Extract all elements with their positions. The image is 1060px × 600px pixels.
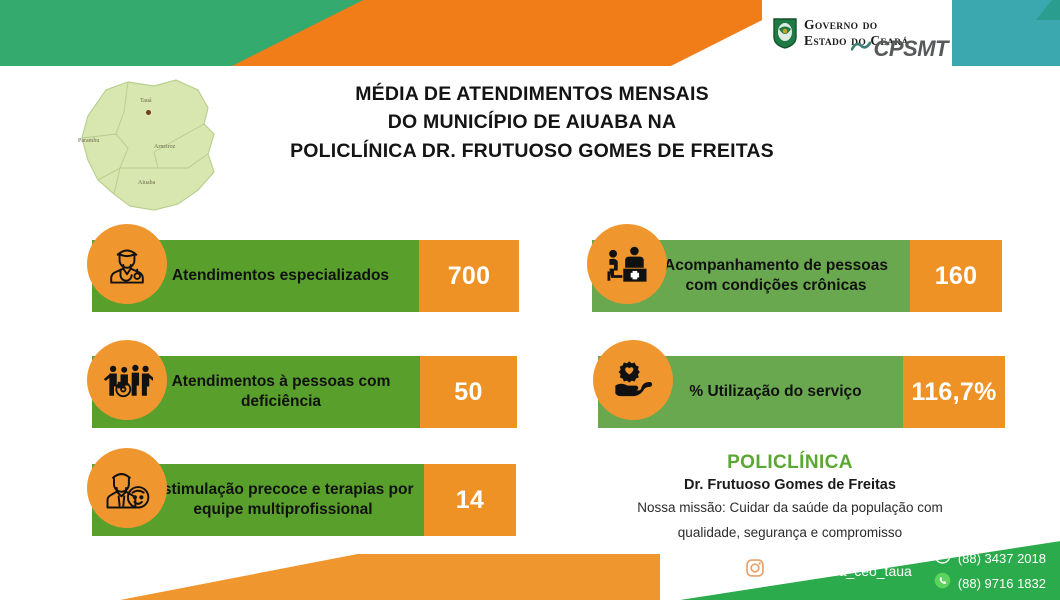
clinic-subtitle: Dr. Frutuoso Gomes de Freitas [684,477,896,493]
clinic-mission-line1: Nossa missão: Cuidar da saúde da populaç… [637,500,943,515]
hand-gear-heart-icon [593,340,673,420]
footer-contact: @policlinica_ceo_taua (88) 3437 2018 [745,547,1046,594]
stat-bar: Atendimentos especializados 700 [87,224,519,312]
map-shape-icon [81,79,215,211]
page-title-line2: DO MUNICÍPIO DE AIUABA NA [387,111,677,134]
stat-label: Estimulação precoce e terapias por equip… [92,464,424,536]
chronic-care-icon [587,224,667,304]
stat-bar: Atendimentos à pessoas com deficiência 50 [87,340,517,428]
stat-bar: Acompanhamento de pessoas com condições … [587,224,1002,312]
whatsapp-icon [934,572,951,594]
footer-banner [0,538,1060,600]
cpsmt-logo: CPSMT [850,36,949,62]
brasao-ceara-icon [772,17,798,49]
header-banner: GOVERNO DO ESTADO DO CEARÁ CPSMT [0,0,1060,66]
stat-bar: % Utilização do serviço 116,7% [593,340,1005,428]
stat-bar-body: % Utilização do serviço 116,7% [598,356,1005,428]
stat-value: 160 [910,240,1002,312]
phone-number-whatsapp: (88) 9716 1832 [957,575,1046,591]
cpsmt-label: CPSMT [873,36,949,61]
footer-orange-shape [120,554,660,600]
map-label-aiuaba: Aiuaba [138,180,156,186]
stat-bar: Estimulação precoce e terapias por equip… [87,448,516,536]
stat-value: 700 [419,240,519,312]
phone-number-landline: (88) 3437 2018 [957,550,1046,566]
map-capital-dot-icon [146,110,151,115]
clinic-title: POLICLÍNICA [727,452,853,473]
clinic-mission-line2: qualidade, segurança e compromisso [677,524,903,540]
doctor-icon [87,224,167,304]
phone-row-whatsapp[interactable]: (88) 9716 1832 [934,572,1046,594]
stat-value: 14 [424,464,516,536]
map-label-taua: Tauá [140,98,152,104]
instagram-contact[interactable]: @policlinica_ceo_taua [745,558,912,583]
stat-value: 50 [420,356,517,428]
stat-bar-body: Estimulação precoce e terapias por equip… [92,464,516,536]
government-title-line1: GOVERNO DO [804,16,878,32]
phone-row-landline[interactable]: (88) 3437 2018 [934,547,1046,569]
phone-icon [934,547,951,569]
map-label-parambu: Parambu [78,138,100,144]
page-title-line1: MÉDIA DE ATENDIMENTOS MENSAIS [355,83,709,105]
instagram-icon [745,558,765,583]
clinic-info: POLICLÍNICA Dr. Frutuoso Gomes de Freita… [560,452,1020,542]
cpsmt-swoosh-icon [850,39,871,59]
stat-value: 116,7% [903,356,1005,428]
region-map: Tauá Parambu Arneiroz Aiuaba [58,72,236,217]
government-logo: GOVERNO DO ESTADO DO CEARÁ [762,0,952,66]
page-title: MÉDIA DE ATENDIMENTOS MENSAIS DO MUNICÍP… [232,80,832,165]
phone-list: (88) 3437 2018 (88) 9716 1832 [934,547,1046,594]
early-stimulation-icon [87,448,167,528]
page-title-line3: POLICLÍNICA DR. FRUTUOSO GOMES DE FREITA… [290,139,774,162]
map-label-arneiroz: Arneiroz [154,144,176,150]
instagram-handle: @policlinica_ceo_taua [771,562,912,579]
disabled-people-icon [87,340,167,420]
